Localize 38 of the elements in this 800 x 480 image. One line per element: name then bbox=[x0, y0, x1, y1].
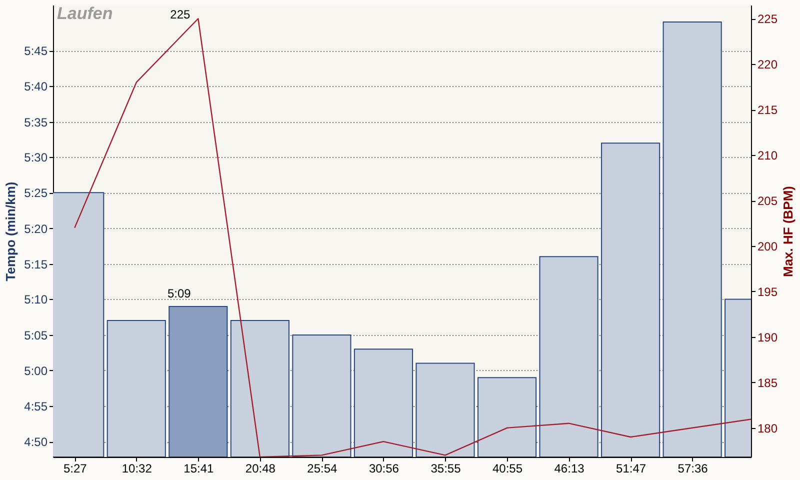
y2-tick-label: 220 bbox=[758, 58, 778, 72]
y-tick-label: 5:40 bbox=[24, 80, 48, 94]
y2-axis-title: Max. HF (BPM) bbox=[780, 186, 796, 277]
y2-tick-label: 200 bbox=[758, 240, 778, 254]
x-tick-label: 5:27 bbox=[63, 462, 88, 476]
y2-tick-label: 195 bbox=[758, 284, 778, 299]
y-tick-label: 5:25 bbox=[24, 186, 48, 200]
y2-tick-label: 225 bbox=[758, 12, 778, 26]
y-tick-label: 5:35 bbox=[24, 115, 48, 130]
x-tick-label: 25:54 bbox=[307, 462, 338, 476]
x-tick-label: 40:55 bbox=[492, 462, 523, 476]
x-tick-label: 30:56 bbox=[368, 462, 400, 476]
y-tick-label: 4:55 bbox=[24, 399, 48, 414]
x-tick-label: 46:13 bbox=[554, 462, 585, 476]
x-tick-label: 15:41 bbox=[184, 462, 214, 476]
y-tick-label: 5:20 bbox=[24, 222, 48, 236]
y-tick-label: 5:05 bbox=[24, 328, 48, 343]
y-tick-label: 5:15 bbox=[24, 257, 48, 272]
x-tick-label: 35:55 bbox=[430, 462, 462, 476]
y2-tick-label: 210 bbox=[758, 148, 778, 163]
x-tick-label: 51:47 bbox=[616, 462, 646, 476]
y2-tick-label: 215 bbox=[758, 103, 778, 118]
y2-tick-label: 185 bbox=[758, 376, 778, 390]
x-tick-label: 57:36 bbox=[678, 462, 708, 476]
chart-title: Laufen bbox=[57, 4, 113, 23]
x-tick-label: 10:32 bbox=[122, 462, 152, 476]
y2-tick-label: 180 bbox=[758, 421, 778, 436]
y-tick-label: 4:50 bbox=[24, 435, 48, 450]
data-label: 225 bbox=[170, 8, 190, 22]
y2-tick-label: 190 bbox=[758, 330, 778, 344]
y2-tick-label: 205 bbox=[758, 194, 778, 208]
y-tick-label: 5:30 bbox=[24, 150, 48, 165]
y-tick-label: 5:45 bbox=[24, 44, 48, 58]
y-tick-label: 5:10 bbox=[24, 292, 48, 307]
y-axis-title: Tempo (min/km) bbox=[3, 182, 18, 282]
y-tick-label: 5:00 bbox=[24, 364, 48, 378]
data-label: 5:09 bbox=[167, 286, 192, 300]
x-tick-label: 20:48 bbox=[245, 462, 276, 476]
